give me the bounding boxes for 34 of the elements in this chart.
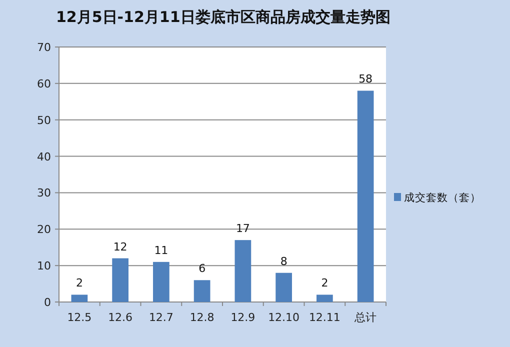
data-label: 58 bbox=[358, 72, 373, 86]
y-tick-label: 50 bbox=[37, 114, 51, 127]
x-tick-label: 12.5 bbox=[67, 311, 92, 324]
y-tick-label: 70 bbox=[37, 41, 51, 54]
x-tick-label: 总计 bbox=[354, 311, 377, 324]
bar bbox=[316, 294, 333, 302]
data-label: 2 bbox=[321, 276, 328, 290]
y-tick-label: 0 bbox=[44, 296, 51, 309]
bar bbox=[112, 258, 128, 302]
bar bbox=[357, 90, 374, 302]
x-tick-label: 12.11 bbox=[308, 311, 340, 324]
x-tick-label: 12.6 bbox=[108, 311, 133, 324]
legend-label: 成交套数（套） bbox=[404, 191, 481, 204]
y-tick-label: 20 bbox=[37, 223, 51, 236]
x-tick-label: 12.7 bbox=[148, 311, 174, 324]
chart-title: 12月5日-12月11日娄底市区商品房成交量走势图 bbox=[56, 8, 390, 26]
x-tick-label: 12.10 bbox=[268, 311, 300, 324]
data-label: 17 bbox=[236, 222, 250, 236]
data-label: 8 bbox=[280, 254, 288, 268]
x-tick-label: 12.8 bbox=[190, 311, 214, 324]
y-tick-label: 10 bbox=[37, 260, 51, 273]
bar bbox=[234, 240, 252, 302]
x-tick-label: 12.9 bbox=[230, 311, 256, 324]
data-label: 6 bbox=[198, 262, 206, 276]
bar bbox=[153, 262, 170, 302]
y-tick-label: 60 bbox=[37, 77, 51, 90]
data-label: 2 bbox=[76, 276, 83, 290]
bar bbox=[194, 280, 210, 302]
bar bbox=[276, 272, 292, 302]
data-label: 11 bbox=[154, 244, 168, 257]
y-tick-label: 30 bbox=[37, 186, 51, 200]
bar bbox=[71, 294, 88, 302]
data-label: 12 bbox=[113, 240, 128, 254]
y-tick-label: 40 bbox=[37, 150, 51, 164]
